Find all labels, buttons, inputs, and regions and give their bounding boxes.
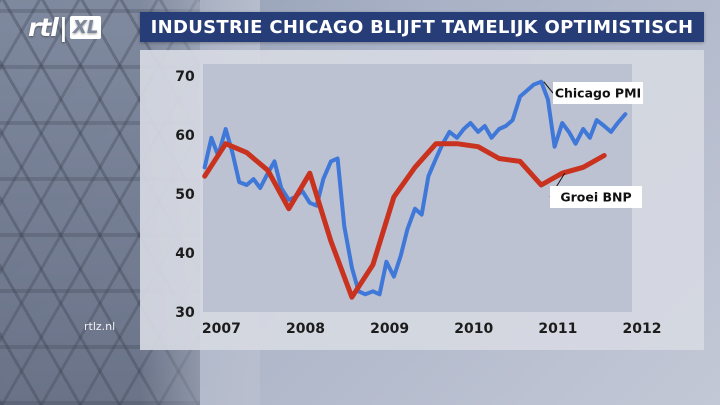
y-tick-label: 70	[175, 69, 195, 85]
series-label-box	[553, 82, 643, 104]
y-tick-label: 40	[175, 246, 195, 262]
y-tick-label: 50	[175, 187, 195, 203]
logo-badge: XL	[70, 15, 102, 39]
series-leader-line	[543, 81, 554, 94]
y-tick-label: 60	[175, 128, 195, 144]
x-tick-label: 2011	[538, 321, 577, 337]
x-tick-label: 2007	[202, 321, 241, 337]
x-tick-label: 2008	[286, 321, 325, 337]
series-line-chicago-pmi	[202, 79, 628, 297]
logo-pipe: |	[58, 12, 68, 42]
x-tick-label: 2009	[370, 321, 409, 337]
x-tick-label: 2010	[454, 321, 493, 337]
series-label-groei-bnp: Groei BNP	[560, 190, 631, 205]
watermark: rtlz.nl	[84, 320, 116, 333]
y-tick-label: 30	[175, 305, 195, 321]
x-tick-label: 2012	[623, 321, 662, 337]
series-label-chicago-pmi: Chicago PMI	[555, 86, 641, 101]
series-line-groei-bnp	[202, 141, 607, 300]
channel-logo: rtl | XL	[28, 12, 102, 42]
title-bar: INDUSTRIE CHICAGO BLIJFT TAMELIJK OPTIMI…	[140, 12, 704, 42]
series-label-box	[550, 186, 642, 208]
chart-title: INDUSTRIE CHICAGO BLIJFT TAMELIJK OPTIMI…	[150, 16, 694, 38]
logo-text: rtl	[28, 12, 59, 42]
